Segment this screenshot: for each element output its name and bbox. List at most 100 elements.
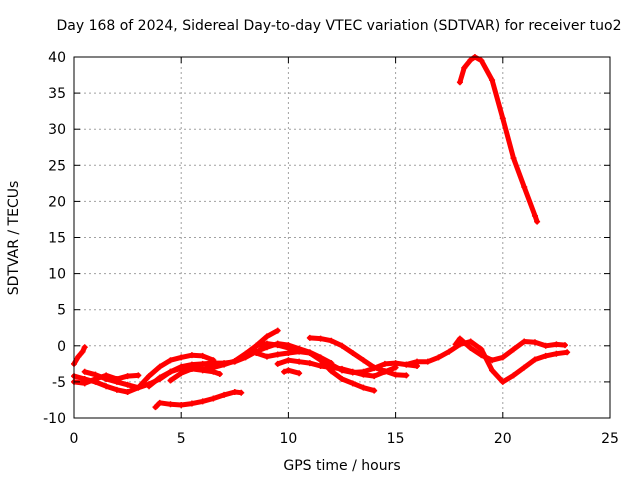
y-axis-label: SDTVAR / TECUs [6, 181, 22, 296]
data-point [221, 361, 228, 368]
data-point [167, 357, 174, 364]
data-point [152, 404, 159, 411]
x-tick-label: 10 [279, 431, 297, 447]
y-tick-label: 25 [48, 158, 66, 174]
data-point [461, 64, 468, 71]
data-point [81, 376, 88, 383]
data-point [75, 353, 82, 360]
data-point [188, 352, 195, 359]
data-point [274, 351, 281, 358]
data-point [489, 367, 496, 374]
data-point [274, 327, 281, 334]
series-trace [71, 344, 88, 367]
data-point [113, 378, 120, 385]
data-point [452, 341, 459, 348]
x-tick-label: 20 [494, 431, 512, 447]
data-point [381, 368, 388, 375]
data-point [124, 389, 131, 396]
data-point [178, 370, 185, 377]
y-tick-label: 40 [48, 50, 66, 66]
data-point [561, 342, 568, 349]
data-point [242, 350, 249, 357]
data-point [392, 371, 399, 378]
data-point [467, 344, 474, 351]
series-arc-7 [167, 365, 223, 384]
data-point [124, 373, 131, 380]
data-point [414, 358, 421, 365]
series-arc-1 [71, 344, 88, 367]
data-point [238, 389, 245, 396]
data-point [146, 373, 153, 380]
y-tick-label: 35 [48, 86, 66, 102]
series-arc-6 [152, 389, 245, 411]
data-point [349, 368, 356, 375]
data-point [156, 374, 163, 381]
data-point [263, 353, 270, 360]
data-point [531, 212, 538, 219]
data-series [71, 54, 571, 411]
data-point [564, 349, 571, 356]
data-point [467, 56, 474, 63]
series-trace [307, 335, 409, 378]
data-point [521, 364, 528, 371]
data-point [285, 350, 292, 357]
data-point [328, 364, 335, 371]
data-point [92, 378, 99, 385]
series-arc-10 [274, 357, 399, 380]
data-point [349, 350, 356, 357]
data-point [489, 77, 496, 84]
data-point [92, 371, 99, 378]
data-point [510, 346, 517, 353]
x-tick-label: 5 [177, 431, 186, 447]
data-point [403, 372, 410, 379]
data-point [81, 344, 88, 351]
data-point [521, 338, 528, 345]
data-point [113, 386, 120, 393]
data-point [199, 360, 206, 367]
x-tick-label: 25 [601, 431, 619, 447]
y-tick-label: 15 [48, 231, 66, 247]
data-point [156, 363, 163, 370]
data-point [381, 360, 388, 367]
data-point [542, 352, 549, 359]
data-point [499, 378, 506, 385]
data-point [531, 356, 538, 363]
series-arc-11 [281, 367, 303, 377]
data-point [360, 357, 367, 364]
data-point [339, 342, 345, 349]
data-point [499, 354, 506, 361]
data-point [296, 370, 303, 377]
data-point [263, 333, 270, 340]
x-axis-label: GPS time / hours [283, 458, 400, 474]
data-point [199, 352, 206, 359]
y-tick-label: -10 [43, 411, 66, 427]
x-tick-label: 0 [70, 431, 79, 447]
data-point [446, 348, 453, 355]
data-point [360, 384, 367, 391]
data-point [216, 370, 223, 377]
data-point [79, 348, 86, 355]
data-point [296, 348, 303, 355]
data-point [285, 367, 292, 374]
x-tick-label: 15 [387, 431, 405, 447]
data-point [178, 402, 185, 409]
data-point [534, 218, 541, 225]
data-point [231, 357, 238, 364]
data-point [124, 381, 131, 388]
data-point [285, 357, 292, 364]
y-tick-label: 0 [57, 339, 66, 355]
data-point [553, 350, 560, 357]
series-arc-15 [456, 54, 541, 225]
data-point [210, 395, 217, 402]
data-point [135, 372, 142, 379]
data-point [478, 346, 485, 353]
data-point [317, 357, 324, 364]
data-point [199, 398, 206, 405]
data-point [478, 57, 485, 64]
y-tick-label: 10 [48, 267, 66, 283]
data-point [349, 380, 356, 387]
data-point [456, 79, 463, 86]
data-point [489, 357, 496, 364]
data-point [167, 377, 174, 384]
